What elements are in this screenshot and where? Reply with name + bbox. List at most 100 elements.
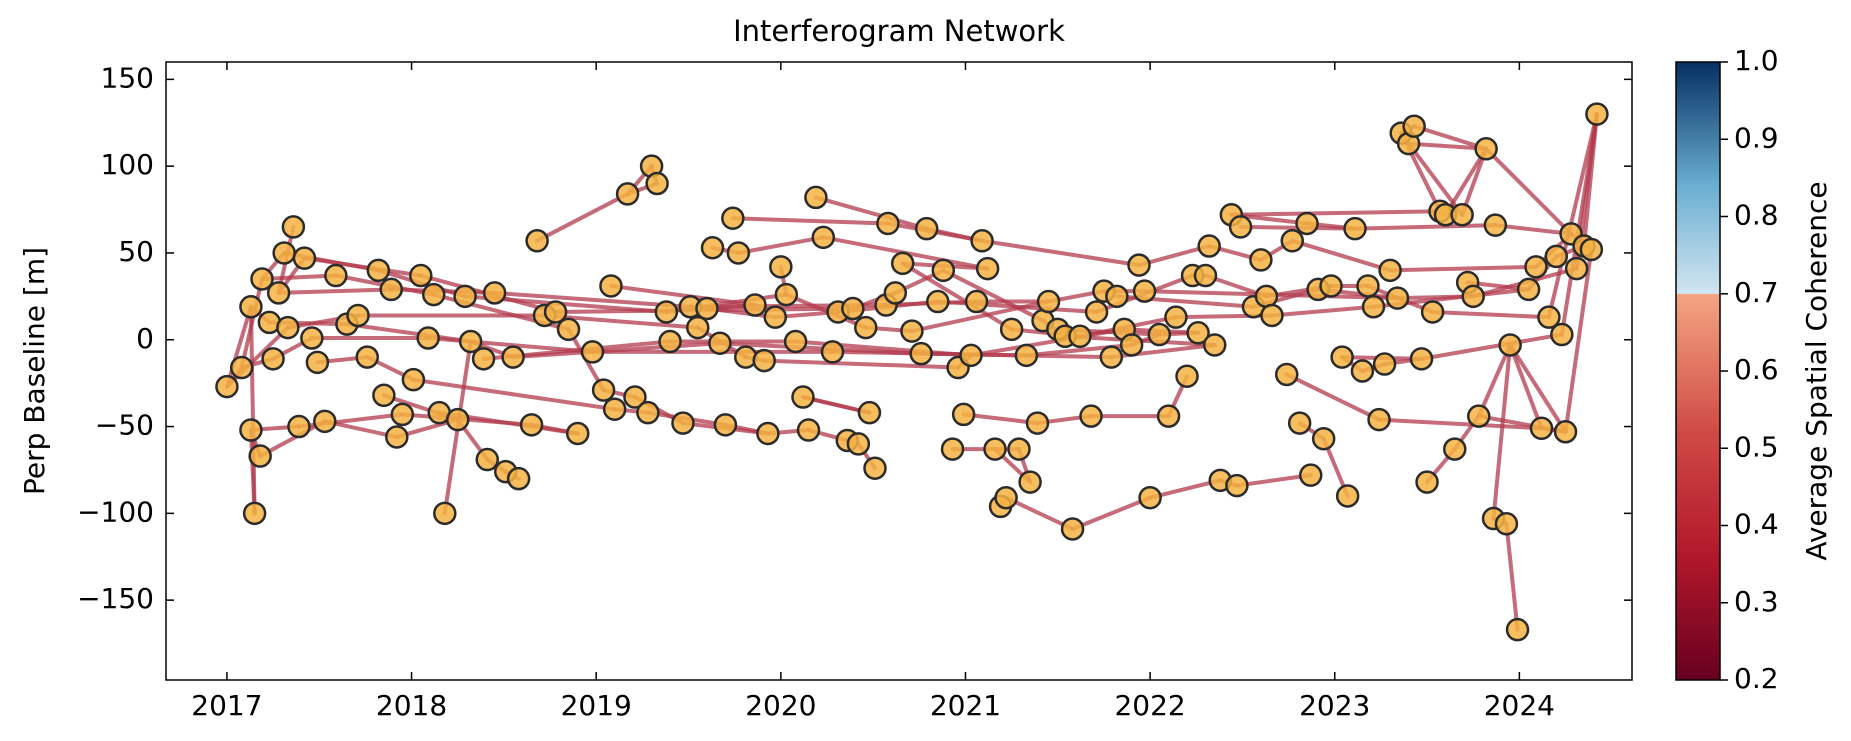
node [1372, 352, 1397, 376]
node [1553, 420, 1578, 444]
node [1415, 470, 1439, 494]
node [700, 235, 725, 260]
node [796, 418, 821, 442]
node [1402, 114, 1426, 138]
node [1287, 411, 1312, 435]
node [1579, 237, 1604, 262]
edge [900, 261, 1014, 332]
node [1298, 463, 1323, 487]
node [1361, 295, 1386, 319]
edge [1484, 146, 1574, 236]
node [914, 216, 939, 241]
node [1585, 102, 1609, 126]
node [501, 345, 525, 369]
x-tick-label: 2017 [191, 689, 262, 722]
node [305, 350, 330, 375]
edge [784, 292, 868, 330]
node [926, 289, 950, 314]
node [1156, 404, 1181, 428]
node [654, 300, 679, 324]
node [1127, 253, 1151, 277]
colorbar-tick-label: 0.3 [1734, 585, 1779, 618]
node [854, 315, 878, 340]
node [1099, 345, 1124, 369]
colorbar-tick-label: 0.9 [1734, 121, 1779, 154]
edge [1406, 141, 1489, 151]
node [769, 255, 793, 279]
node [543, 300, 568, 324]
edge [258, 419, 327, 459]
node [1138, 485, 1162, 510]
node [791, 385, 815, 409]
node [1007, 437, 1031, 461]
y-tick-label: 0 [136, 322, 154, 355]
edge [813, 195, 929, 231]
node [525, 229, 549, 253]
edge [535, 191, 630, 243]
node [1228, 215, 1253, 239]
node [1119, 333, 1144, 357]
edge [1290, 238, 1393, 273]
node [1550, 322, 1574, 347]
node [565, 421, 590, 446]
node [1084, 300, 1109, 324]
node [1014, 343, 1039, 368]
edge [224, 304, 253, 389]
node [324, 263, 348, 288]
node [1197, 234, 1221, 258]
node [1036, 289, 1061, 314]
node [580, 340, 605, 364]
node [239, 418, 263, 442]
node [372, 383, 396, 408]
node [975, 256, 1000, 281]
node [1537, 305, 1561, 329]
node [1175, 364, 1199, 388]
edge [1004, 495, 1075, 531]
node [506, 466, 531, 491]
edge [1284, 372, 1382, 422]
node [1132, 279, 1157, 303]
node [366, 258, 391, 283]
edge [1229, 209, 1442, 217]
node [242, 501, 267, 526]
node [1018, 470, 1042, 494]
y-tick-label: 150 [101, 61, 154, 94]
node [783, 329, 808, 354]
node [721, 206, 745, 230]
node [846, 432, 871, 456]
node [890, 251, 915, 276]
node [1461, 284, 1485, 309]
node [820, 340, 845, 364]
node [1483, 213, 1508, 237]
y-axis-label: Perp Baseline [m] [18, 247, 51, 495]
colorbar-tick-label: 0.6 [1734, 353, 1779, 386]
y-tick-label: −150 [77, 582, 154, 615]
node [1193, 263, 1218, 288]
node [726, 241, 751, 265]
node [615, 182, 640, 206]
node [287, 414, 311, 439]
node [1529, 416, 1554, 441]
node [261, 347, 285, 371]
node [964, 289, 989, 314]
node [602, 397, 627, 421]
node [883, 281, 908, 305]
node [458, 329, 483, 354]
node [743, 293, 767, 317]
x-tick-label: 2022 [1114, 689, 1185, 722]
node [433, 501, 457, 526]
node [591, 378, 616, 402]
edge [1563, 247, 1594, 434]
colorbar-tick-label: 0.7 [1734, 276, 1779, 309]
node [811, 225, 836, 250]
node [1068, 324, 1092, 349]
edge [1493, 223, 1574, 236]
node [409, 263, 433, 288]
node [1147, 322, 1172, 347]
node [1516, 277, 1541, 302]
node [1420, 300, 1445, 324]
node [401, 367, 426, 392]
x-tick-label: 2021 [930, 689, 1001, 722]
node [857, 400, 882, 425]
node [215, 374, 239, 399]
